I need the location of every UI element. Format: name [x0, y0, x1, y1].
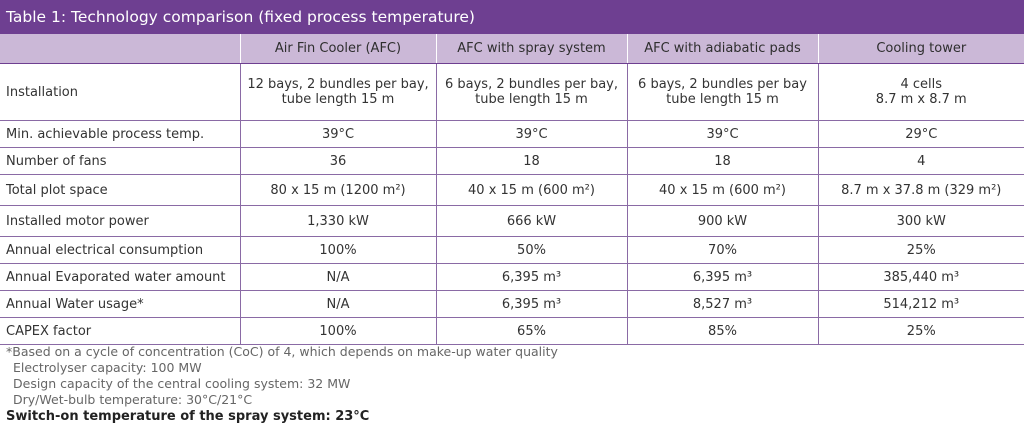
table-cell: 4 [817, 147, 1024, 175]
footnotes: *Based on a cycle of concentration (CoC)… [6, 344, 558, 425]
table-cell: 6,395 m³ [435, 290, 627, 318]
cell-line: tube length 15 m [475, 92, 588, 107]
header-cooling-tower: Cooling tower [817, 34, 1024, 64]
table-row: Installation 12 bays, 2 bundles per bay,… [0, 63, 1024, 121]
cell-line: 4 cells [900, 77, 943, 92]
table-cell: 36 [239, 147, 436, 175]
table-cell: 65% [435, 317, 627, 345]
table-cell: 25% [817, 236, 1024, 264]
table-cell: 6,395 m³ [626, 263, 818, 291]
header-empty-cell [0, 34, 240, 64]
table-cell: 900 kW [626, 205, 818, 237]
table-cell: 12 bays, 2 bundles per bay, tube length 1… [239, 63, 436, 121]
table-cell: 4 cells 8.7 m x 8.7 m [817, 63, 1024, 121]
table-cell: 6 bays, 2 bundles per bay tube length 15 … [626, 63, 818, 121]
cell-line: 6 bays, 2 bundles per bay [638, 77, 807, 92]
table-cell: 25% [817, 317, 1024, 345]
table-row: Total plot space 80 x 15 m (1200 m²) 40 … [0, 174, 1024, 206]
row-label: Annual Evaporated water amount [0, 263, 240, 291]
table-cell: 100% [239, 236, 436, 264]
row-label: Annual electrical consumption [0, 236, 240, 264]
table-cell: 39°C [239, 120, 436, 148]
row-label: Number of fans [0, 147, 240, 175]
table-cell: 70% [626, 236, 818, 264]
table-cell: N/A [239, 263, 436, 291]
table-row: Annual Evaporated water amount N/A 6,395… [0, 263, 1024, 291]
header-row: Air Fin Cooler (AFC) AFC with spray syst… [0, 34, 1024, 64]
table-cell: 1,330 kW [239, 205, 436, 237]
header-afc-spray: AFC with spray system [435, 34, 627, 64]
table-cell: 39°C [626, 120, 818, 148]
footnote-coc: *Based on a cycle of concentration (CoC)… [6, 344, 558, 359]
table-cell: 300 kW [817, 205, 1024, 237]
table-cell: 8.7 m x 37.8 m (329 m²) [817, 174, 1024, 206]
cell-line: 6 bays, 2 bundles per bay, [444, 77, 619, 92]
header-afc-adiabatic: AFC with adiabatic pads [626, 34, 818, 64]
table-title: Table 1: Technology comparison (fixed pr… [0, 0, 1024, 34]
row-label: CAPEX factor [0, 317, 240, 345]
cell-line: tube length 15 m [281, 92, 395, 107]
table-cell: 100% [239, 317, 436, 345]
table-row: CAPEX factor 100% 65% 85% 25% [0, 317, 1024, 345]
table-cell: 6,395 m³ [435, 263, 627, 291]
table-row: Annual electrical consumption 100% 50% 7… [0, 236, 1024, 264]
cell-line: 12 bays, 2 bundles per bay, [247, 77, 429, 92]
comparison-table: Air Fin Cooler (AFC) AFC with spray syst… [0, 34, 1024, 345]
footnote-switch-on: Switch-on temperature of the spray syste… [6, 409, 370, 424]
table-row: Number of fans 36 18 18 4 [0, 147, 1024, 175]
row-label: Total plot space [0, 174, 240, 206]
table-row: Installed motor power 1,330 kW 666 kW 90… [0, 205, 1024, 237]
table-cell: 666 kW [435, 205, 627, 237]
header-afc: Air Fin Cooler (AFC) [239, 34, 436, 64]
table-cell: 6 bays, 2 bundles per bay, tube length 15… [435, 63, 627, 121]
table-cell: 85% [626, 317, 818, 345]
table-cell: 8,527 m³ [626, 290, 818, 318]
row-label: Annual Water usage* [0, 290, 240, 318]
table-cell: 39°C [435, 120, 627, 148]
row-label: Installed motor power [0, 205, 240, 237]
cell-line: tube length 15 m [666, 92, 779, 107]
table-cell: 29°C [817, 120, 1024, 148]
table-cell: 18 [626, 147, 818, 175]
footnote-temperature: Dry/Wet-bulb temperature: 30°C/21°C [13, 392, 253, 407]
table-cell: 514,212 m³ [817, 290, 1024, 318]
table-cell: N/A [239, 290, 436, 318]
footnote-design-capacity: Design capacity of the central cooling s… [13, 376, 351, 391]
table-row: Annual Water usage* N/A 6,395 m³ 8,527 m… [0, 290, 1024, 318]
table-cell: 80 x 15 m (1200 m²) [239, 174, 436, 206]
cell-line: 8.7 m x 8.7 m [875, 92, 967, 107]
row-label: Min. achievable process temp. [0, 120, 240, 148]
row-label: Installation [0, 63, 240, 121]
table-cell: 40 x 15 m (600 m²) [435, 174, 627, 206]
table-cell: 50% [435, 236, 627, 264]
table-cell: 385,440 m³ [817, 263, 1024, 291]
table-row: Min. achievable process temp. 39°C 39°C … [0, 120, 1024, 148]
table-cell: 40 x 15 m (600 m²) [626, 174, 818, 206]
table-cell: 18 [435, 147, 627, 175]
footnote-electrolyser: Electrolyser capacity: 100 MW [13, 360, 202, 375]
